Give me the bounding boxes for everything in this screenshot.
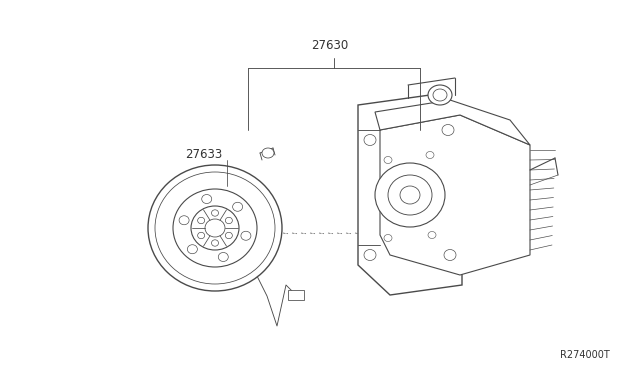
- Ellipse shape: [155, 172, 275, 284]
- Ellipse shape: [225, 217, 232, 224]
- Ellipse shape: [191, 206, 239, 250]
- Ellipse shape: [211, 240, 218, 246]
- Ellipse shape: [384, 157, 392, 164]
- Ellipse shape: [188, 245, 197, 254]
- Ellipse shape: [442, 125, 454, 135]
- Ellipse shape: [262, 148, 274, 158]
- Ellipse shape: [173, 189, 257, 267]
- Text: R274000T: R274000T: [560, 350, 610, 360]
- FancyBboxPatch shape: [288, 290, 304, 300]
- Polygon shape: [358, 95, 462, 295]
- Ellipse shape: [428, 231, 436, 238]
- Ellipse shape: [198, 217, 205, 224]
- Ellipse shape: [241, 231, 251, 240]
- Ellipse shape: [232, 202, 243, 211]
- Text: 27630: 27630: [312, 39, 349, 52]
- Polygon shape: [375, 100, 530, 145]
- Ellipse shape: [225, 232, 232, 239]
- Ellipse shape: [428, 85, 452, 105]
- Ellipse shape: [148, 165, 282, 291]
- Ellipse shape: [400, 186, 420, 204]
- Ellipse shape: [205, 219, 225, 237]
- Ellipse shape: [211, 210, 218, 216]
- Ellipse shape: [179, 216, 189, 225]
- Ellipse shape: [218, 253, 228, 262]
- Ellipse shape: [426, 151, 434, 158]
- Ellipse shape: [384, 234, 392, 241]
- Ellipse shape: [444, 250, 456, 260]
- Ellipse shape: [433, 89, 447, 101]
- Text: 27633: 27633: [185, 148, 222, 161]
- Ellipse shape: [198, 232, 205, 239]
- Ellipse shape: [388, 175, 432, 215]
- Ellipse shape: [364, 250, 376, 260]
- Ellipse shape: [375, 163, 445, 227]
- Ellipse shape: [364, 135, 376, 145]
- Polygon shape: [380, 115, 530, 275]
- Ellipse shape: [202, 195, 212, 203]
